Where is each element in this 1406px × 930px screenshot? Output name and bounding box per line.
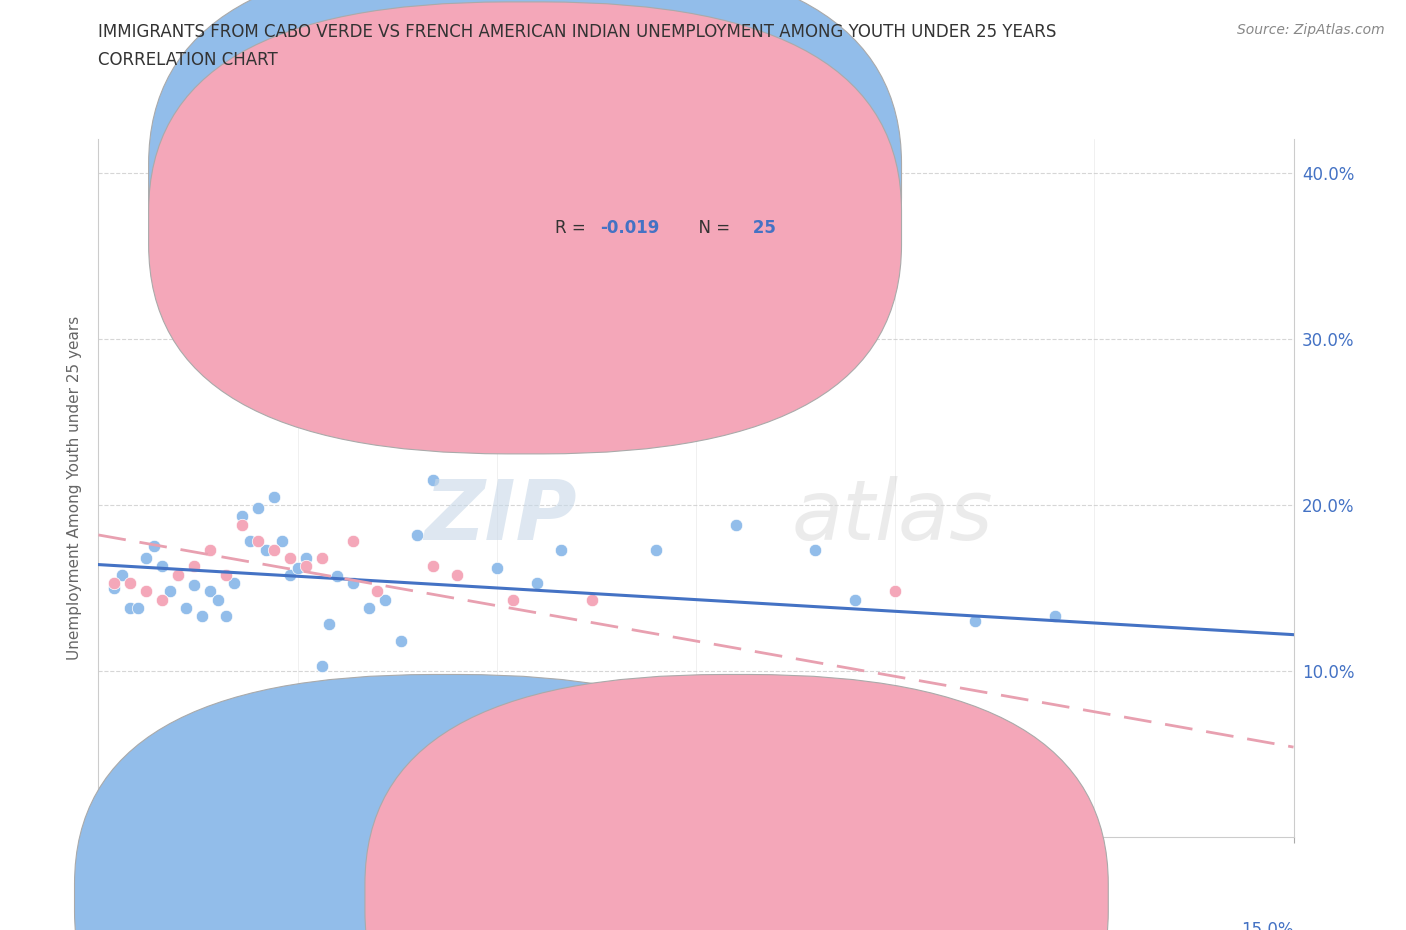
Point bbox=[485, 561, 508, 576]
Point bbox=[294, 559, 316, 574]
Point bbox=[127, 601, 149, 616]
Point bbox=[231, 509, 253, 524]
Point bbox=[167, 567, 190, 582]
Text: French American Indians: French American Indians bbox=[759, 889, 948, 904]
Point bbox=[359, 601, 381, 616]
Point bbox=[741, 766, 763, 781]
Point bbox=[685, 717, 707, 732]
Point bbox=[103, 576, 125, 591]
Point bbox=[326, 569, 349, 584]
Point bbox=[422, 472, 444, 487]
Point bbox=[135, 551, 157, 565]
Point bbox=[103, 580, 125, 595]
Point bbox=[231, 517, 253, 532]
Point bbox=[215, 609, 238, 624]
Point bbox=[135, 584, 157, 599]
Point bbox=[526, 576, 548, 591]
FancyBboxPatch shape bbox=[366, 674, 1108, 930]
Text: -0.019: -0.019 bbox=[600, 219, 659, 237]
Point bbox=[207, 592, 229, 607]
Point bbox=[374, 592, 396, 607]
Point bbox=[342, 576, 364, 591]
Text: 0.0%: 0.0% bbox=[98, 921, 141, 930]
Text: ZIP: ZIP bbox=[423, 475, 576, 557]
Point bbox=[215, 567, 238, 582]
Point bbox=[645, 542, 668, 557]
Point bbox=[198, 542, 221, 557]
Point bbox=[724, 517, 747, 532]
Text: R =: R = bbox=[555, 171, 591, 190]
Point bbox=[254, 542, 277, 557]
Point bbox=[278, 551, 301, 565]
Point bbox=[246, 534, 269, 549]
Point bbox=[550, 542, 572, 557]
Point bbox=[1043, 609, 1066, 624]
Text: Immigrants from Cabo Verde: Immigrants from Cabo Verde bbox=[470, 889, 690, 904]
Point bbox=[389, 633, 412, 648]
Text: 25: 25 bbox=[748, 219, 776, 237]
Point bbox=[366, 584, 388, 599]
Y-axis label: Unemployment Among Youth under 25 years: Unemployment Among Youth under 25 years bbox=[67, 316, 83, 660]
Text: CORRELATION CHART: CORRELATION CHART bbox=[98, 51, 278, 69]
Point bbox=[159, 584, 181, 599]
Point bbox=[120, 576, 142, 591]
Point bbox=[294, 551, 316, 565]
Point bbox=[183, 578, 205, 592]
Text: IMMIGRANTS FROM CABO VERDE VS FRENCH AMERICAN INDIAN UNEMPLOYMENT AMONG YOUTH UN: IMMIGRANTS FROM CABO VERDE VS FRENCH AME… bbox=[98, 23, 1057, 41]
Point bbox=[111, 567, 134, 582]
Point bbox=[884, 584, 907, 599]
Point bbox=[318, 617, 340, 631]
Point bbox=[661, 725, 683, 740]
Point bbox=[287, 561, 309, 576]
Point bbox=[446, 567, 468, 582]
Point bbox=[844, 592, 866, 607]
Point bbox=[278, 567, 301, 582]
Point bbox=[613, 733, 636, 748]
Point bbox=[342, 534, 364, 549]
Point bbox=[150, 592, 173, 607]
Point bbox=[884, 766, 907, 781]
FancyBboxPatch shape bbox=[149, 0, 901, 406]
Text: N =: N = bbox=[688, 219, 735, 237]
Text: N =: N = bbox=[688, 171, 735, 190]
Point bbox=[963, 614, 986, 629]
Point bbox=[174, 601, 197, 616]
Point bbox=[270, 534, 292, 549]
Point bbox=[422, 559, 444, 574]
Point bbox=[263, 489, 285, 504]
Point bbox=[581, 592, 603, 607]
Point bbox=[191, 609, 214, 624]
Point bbox=[389, 318, 412, 333]
Point bbox=[406, 527, 429, 542]
Point bbox=[246, 500, 269, 515]
Text: 48: 48 bbox=[748, 171, 776, 190]
FancyBboxPatch shape bbox=[149, 2, 901, 454]
Point bbox=[143, 539, 166, 554]
Point bbox=[502, 592, 524, 607]
Text: Source: ZipAtlas.com: Source: ZipAtlas.com bbox=[1237, 23, 1385, 37]
Point bbox=[198, 584, 221, 599]
Point bbox=[222, 576, 245, 591]
FancyBboxPatch shape bbox=[481, 153, 863, 269]
Point bbox=[804, 542, 827, 557]
Point bbox=[311, 551, 333, 565]
FancyBboxPatch shape bbox=[75, 674, 818, 930]
Point bbox=[167, 567, 190, 582]
Text: atlas: atlas bbox=[792, 475, 993, 557]
Point bbox=[765, 725, 787, 740]
Point bbox=[150, 559, 173, 574]
Text: 0.236: 0.236 bbox=[600, 171, 659, 190]
Point bbox=[263, 542, 285, 557]
Point bbox=[311, 658, 333, 673]
Text: R =: R = bbox=[555, 219, 591, 237]
Point bbox=[605, 356, 627, 371]
Text: 15.0%: 15.0% bbox=[1241, 921, 1294, 930]
Point bbox=[239, 534, 262, 549]
Point bbox=[183, 559, 205, 574]
Point bbox=[120, 601, 142, 616]
